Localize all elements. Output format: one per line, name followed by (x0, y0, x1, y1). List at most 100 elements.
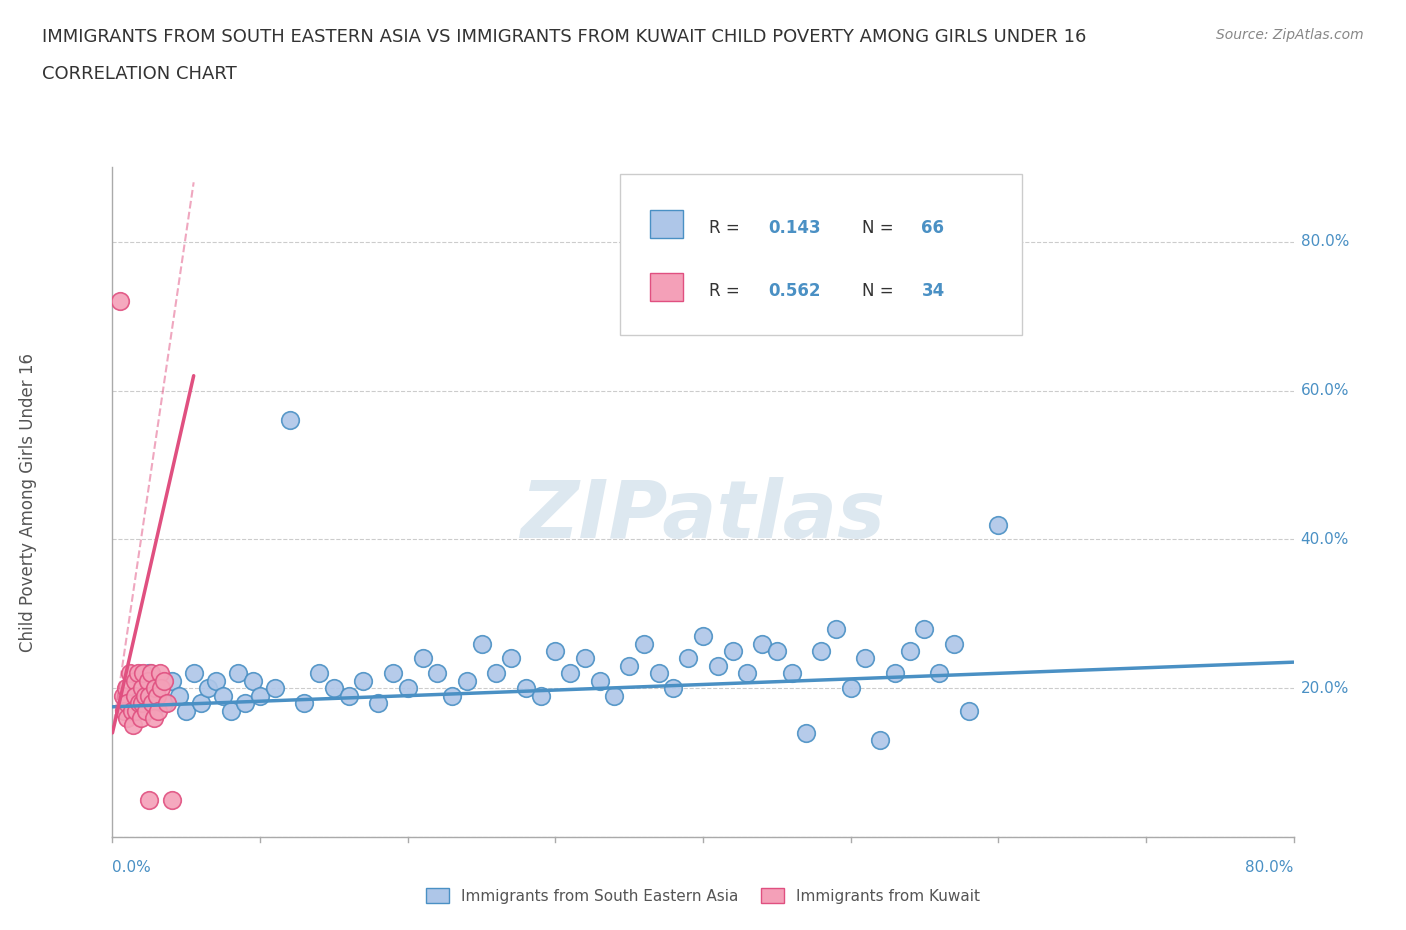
Point (588, 673, 610, 688)
Point (942, 636, 965, 651)
Point (160, 792, 183, 807)
Point (233, 696, 256, 711)
FancyBboxPatch shape (620, 174, 1022, 335)
Point (796, 725, 818, 740)
Point (205, 673, 228, 688)
Point (367, 696, 389, 711)
Point (124, 673, 146, 688)
Point (619, 658, 641, 673)
Point (167, 688, 190, 703)
Point (337, 688, 360, 703)
Point (129, 711, 152, 725)
Point (131, 688, 153, 703)
Point (124, 688, 146, 703)
Point (292, 696, 315, 711)
Point (160, 673, 183, 688)
Point (678, 651, 700, 666)
Point (323, 681, 346, 696)
Point (456, 673, 478, 688)
Text: 0.0%: 0.0% (112, 860, 152, 875)
Point (869, 733, 891, 748)
Point (824, 621, 846, 636)
Text: R =: R = (709, 283, 745, 300)
Text: N =: N = (862, 219, 900, 236)
Text: 34: 34 (921, 283, 945, 300)
Text: 80.0%: 80.0% (1246, 860, 1294, 875)
Point (721, 644, 744, 658)
Point (706, 658, 728, 673)
Point (810, 644, 832, 658)
Point (515, 681, 537, 696)
Point (212, 688, 235, 703)
Point (766, 644, 789, 658)
Point (898, 644, 921, 658)
Text: N =: N = (862, 283, 900, 300)
Point (692, 629, 714, 644)
Point (603, 688, 626, 703)
Point (112, 703, 135, 718)
Point (751, 636, 773, 651)
Point (127, 666, 149, 681)
Point (914, 621, 936, 636)
Point (501, 651, 523, 666)
Text: Source: ZipAtlas.com: Source: ZipAtlas.com (1216, 28, 1364, 42)
Text: ZIPatlas: ZIPatlas (520, 476, 886, 554)
Point (138, 792, 160, 807)
Point (138, 688, 160, 703)
Text: CORRELATION CHART: CORRELATION CHART (42, 65, 238, 83)
Point (574, 651, 596, 666)
Point (352, 673, 374, 688)
Point (135, 703, 157, 718)
Point (143, 681, 166, 696)
Point (131, 696, 153, 711)
Text: 66: 66 (921, 219, 945, 236)
Point (855, 651, 877, 666)
Point (108, 294, 131, 309)
Point (142, 711, 165, 725)
Point (884, 666, 907, 681)
Point (121, 703, 143, 718)
Text: 20.0%: 20.0% (1301, 681, 1348, 696)
Point (134, 688, 156, 703)
Text: Child Poverty Among Girls Under 16: Child Poverty Among Girls Under 16 (20, 352, 37, 652)
Point (485, 666, 508, 681)
Point (544, 644, 567, 658)
Point (117, 696, 138, 711)
Point (131, 681, 153, 696)
Point (839, 681, 862, 696)
Point (153, 673, 176, 688)
Point (111, 688, 134, 703)
Point (382, 666, 405, 681)
Point (149, 666, 172, 681)
Point (426, 666, 449, 681)
Point (153, 696, 176, 711)
Point (117, 711, 138, 725)
Point (278, 413, 301, 428)
Point (647, 666, 671, 681)
Point (219, 703, 242, 718)
Point (146, 681, 169, 696)
Text: 60.0%: 60.0% (1301, 383, 1348, 398)
Point (242, 673, 264, 688)
Point (264, 681, 287, 696)
Point (396, 681, 419, 696)
Point (150, 681, 173, 696)
Text: 80.0%: 80.0% (1301, 234, 1348, 249)
Point (128, 696, 150, 711)
Text: 0.562: 0.562 (768, 283, 821, 300)
Point (138, 666, 160, 681)
Point (122, 718, 145, 733)
FancyBboxPatch shape (650, 273, 683, 301)
Point (114, 681, 136, 696)
Point (146, 688, 169, 703)
Point (132, 666, 155, 681)
Point (148, 703, 170, 718)
Legend: Immigrants from South Eastern Asia, Immigrants from Kuwait: Immigrants from South Eastern Asia, Immi… (419, 882, 987, 910)
Point (737, 666, 759, 681)
FancyBboxPatch shape (650, 209, 683, 238)
Point (183, 666, 205, 681)
Point (470, 636, 494, 651)
Point (226, 666, 249, 681)
Point (197, 681, 219, 696)
Point (529, 688, 551, 703)
